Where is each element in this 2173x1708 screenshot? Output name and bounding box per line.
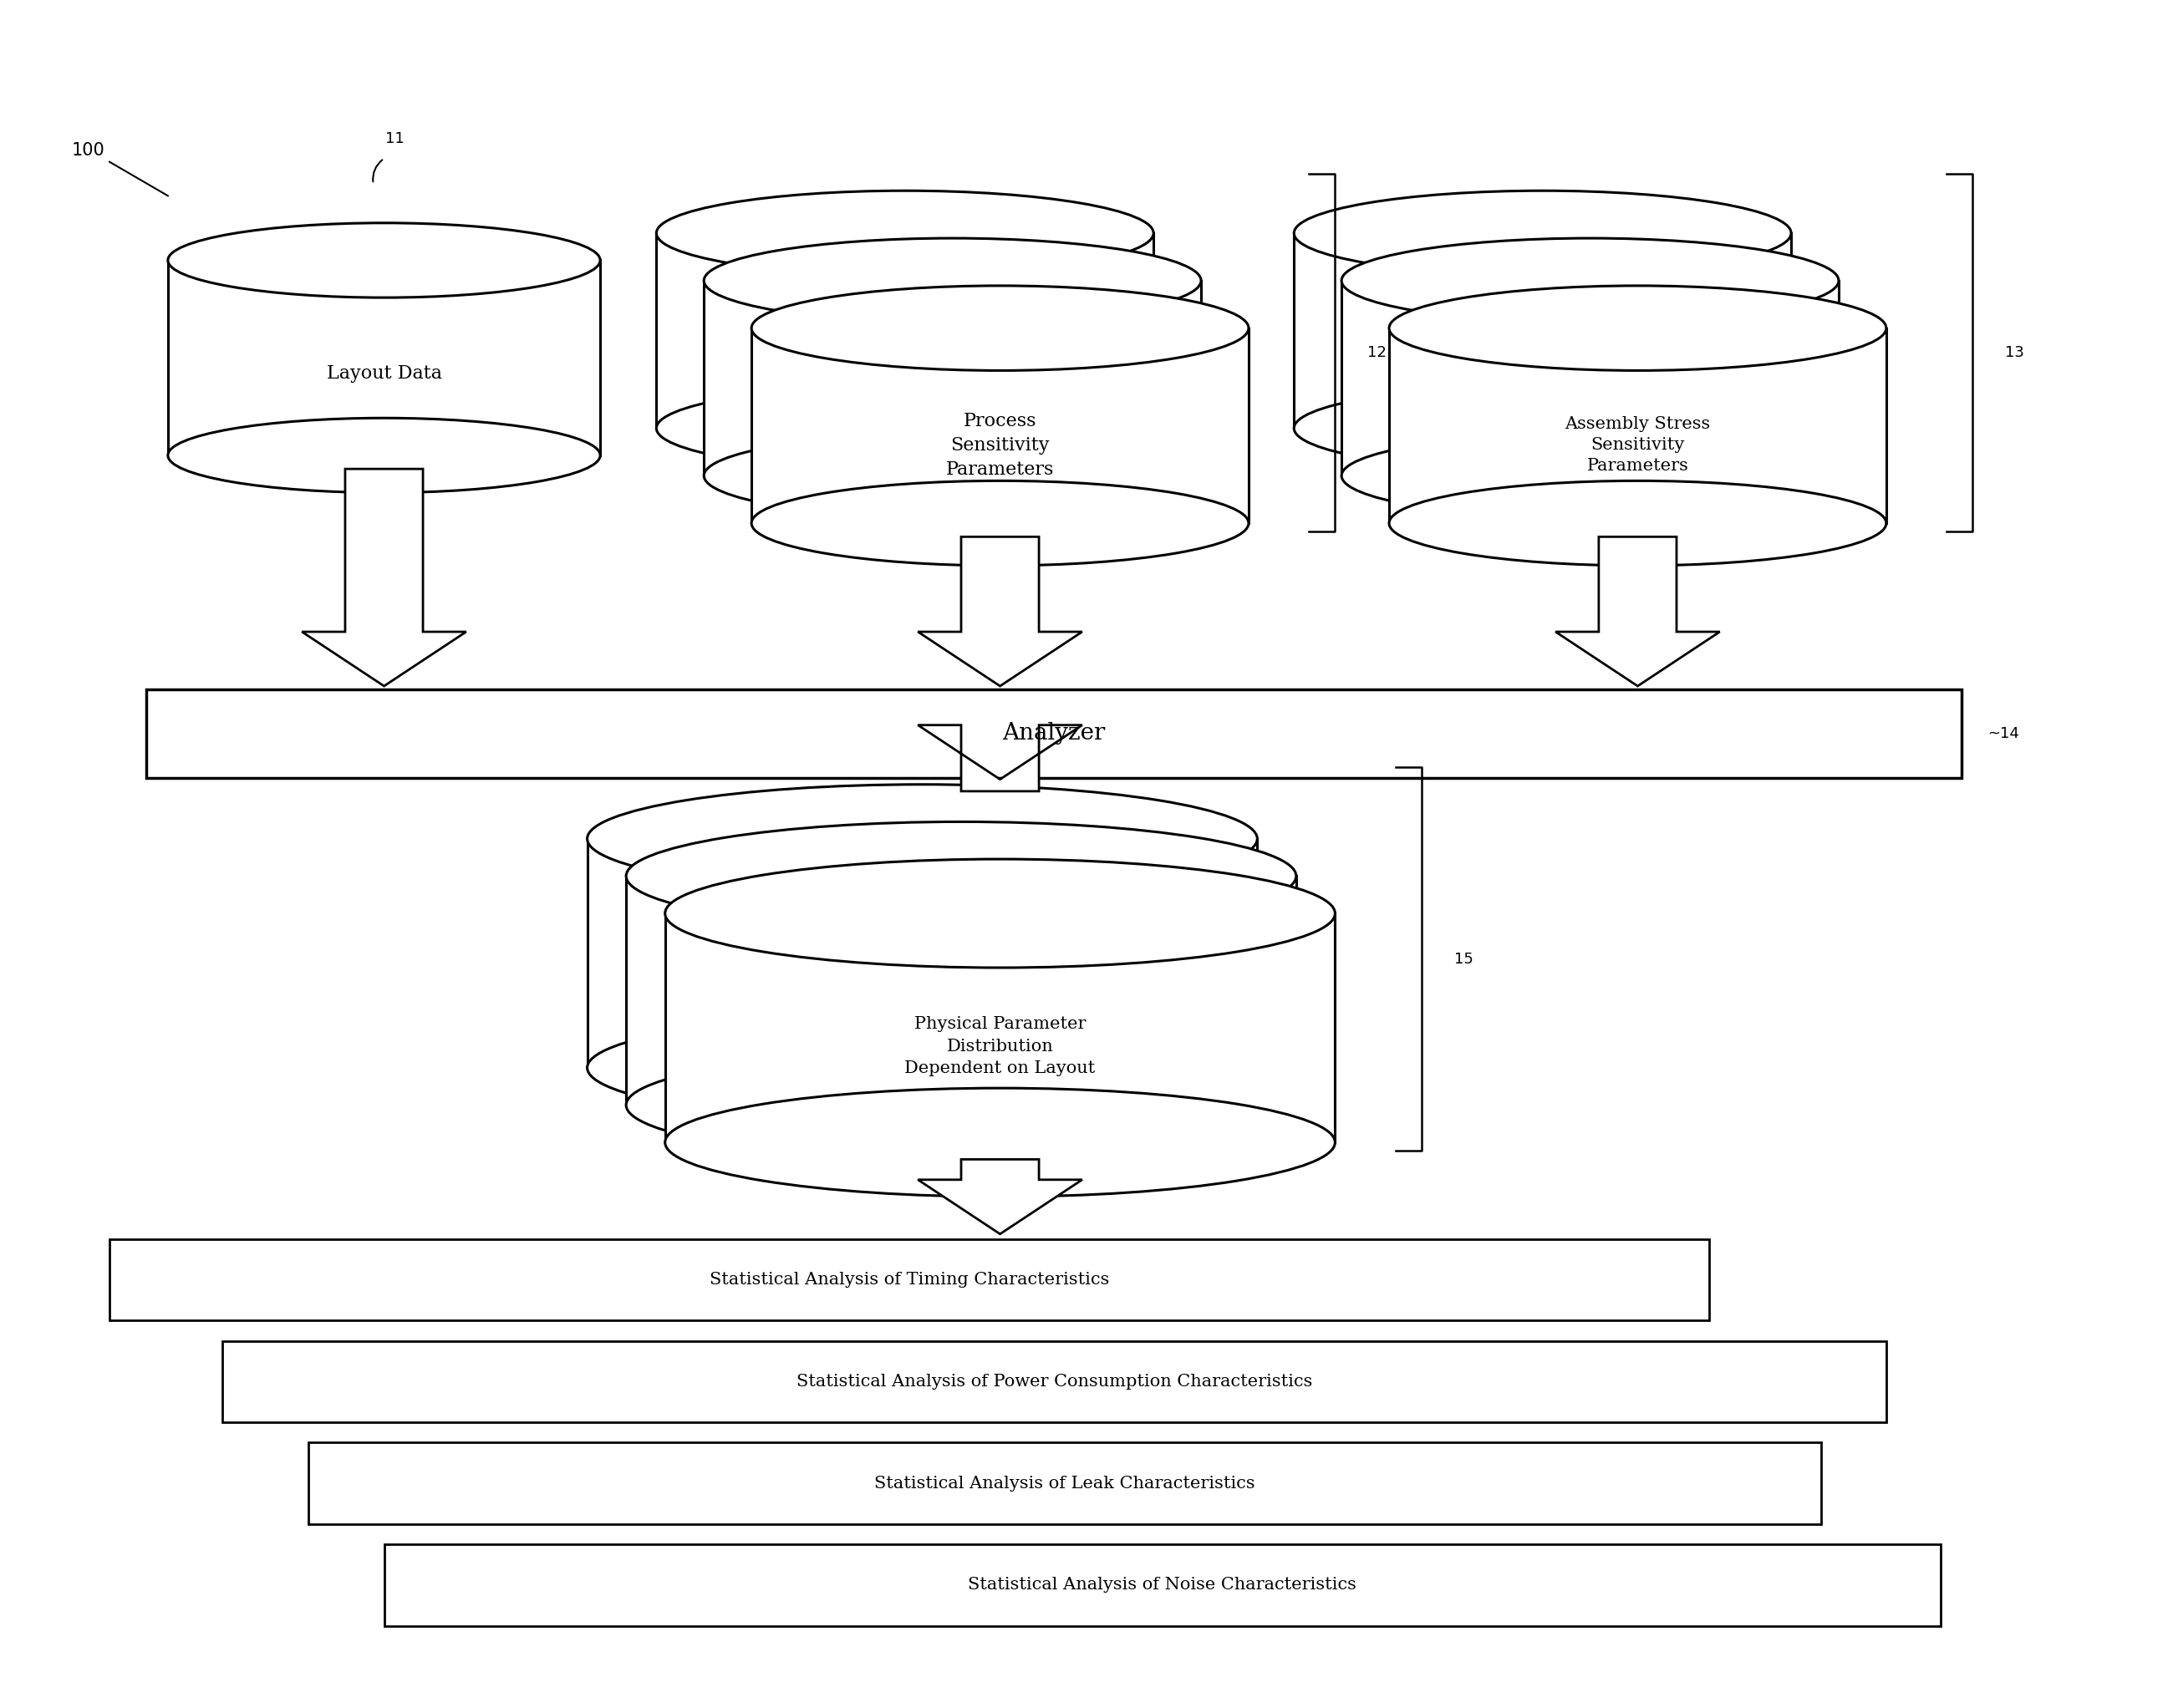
Text: Analyzer: Analyzer (1002, 722, 1106, 745)
Polygon shape (917, 536, 1082, 687)
Text: Assembly Stress
Sensitivity
Parameters: Assembly Stress Sensitivity Parameters (1565, 417, 1710, 475)
Ellipse shape (626, 1050, 1295, 1160)
Text: 15: 15 (1454, 951, 1473, 967)
Polygon shape (704, 280, 1202, 477)
Polygon shape (1556, 536, 1719, 687)
Polygon shape (917, 1160, 1082, 1233)
FancyBboxPatch shape (385, 1544, 1940, 1626)
Ellipse shape (1389, 480, 1886, 565)
Ellipse shape (704, 237, 1202, 323)
Ellipse shape (1341, 434, 1838, 518)
Polygon shape (1389, 328, 1886, 523)
FancyBboxPatch shape (222, 1341, 1886, 1423)
Polygon shape (587, 839, 1258, 1068)
FancyBboxPatch shape (109, 1238, 1708, 1320)
Polygon shape (656, 232, 1154, 429)
Ellipse shape (1293, 386, 1791, 471)
Ellipse shape (587, 784, 1258, 893)
FancyBboxPatch shape (309, 1443, 1821, 1524)
Ellipse shape (752, 285, 1249, 371)
Ellipse shape (167, 224, 600, 297)
Text: Statistical Analysis of Timing Characteristics: Statistical Analysis of Timing Character… (708, 1272, 1108, 1288)
Ellipse shape (665, 1088, 1334, 1197)
Ellipse shape (626, 822, 1295, 931)
Polygon shape (1341, 280, 1838, 477)
Text: Process
Sensitivity
Parameters: Process Sensitivity Parameters (945, 412, 1054, 478)
Ellipse shape (587, 1013, 1258, 1122)
Polygon shape (1293, 232, 1791, 429)
Text: Statistical Analysis of Noise Characteristics: Statistical Analysis of Noise Characteri… (967, 1576, 1356, 1594)
Text: Statistical Analysis of Leak Characteristics: Statistical Analysis of Leak Characteris… (874, 1476, 1256, 1491)
Ellipse shape (665, 859, 1334, 968)
Text: 13: 13 (2006, 345, 2025, 360)
Text: Statistical Analysis of Power Consumption Characteristics: Statistical Analysis of Power Consumptio… (795, 1373, 1312, 1390)
Text: ~14: ~14 (1988, 726, 2019, 741)
Ellipse shape (704, 434, 1202, 518)
Polygon shape (167, 260, 600, 456)
Polygon shape (302, 470, 467, 687)
Ellipse shape (656, 191, 1154, 275)
Polygon shape (626, 876, 1295, 1105)
Text: Physical Parameter
Distribution
Dependent on Layout: Physical Parameter Distribution Dependen… (904, 1016, 1095, 1076)
Ellipse shape (656, 386, 1154, 471)
Text: 12: 12 (1367, 345, 1386, 360)
Text: Layout Data: Layout Data (326, 364, 441, 383)
Polygon shape (665, 914, 1334, 1143)
Ellipse shape (1293, 191, 1791, 275)
Ellipse shape (1341, 237, 1838, 323)
Text: 100: 100 (72, 142, 104, 159)
Polygon shape (752, 328, 1249, 523)
Ellipse shape (167, 418, 600, 492)
FancyBboxPatch shape (146, 690, 1962, 777)
Polygon shape (917, 726, 1082, 791)
Ellipse shape (1389, 285, 1886, 371)
Ellipse shape (752, 480, 1249, 565)
Text: 11: 11 (385, 132, 404, 147)
